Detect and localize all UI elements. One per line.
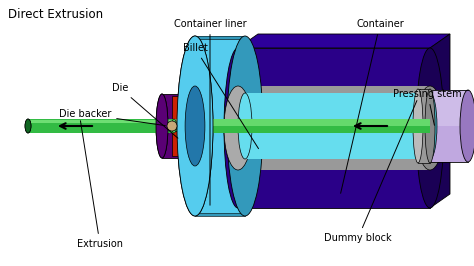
Ellipse shape xyxy=(25,119,31,133)
Polygon shape xyxy=(238,34,450,48)
Ellipse shape xyxy=(224,86,252,170)
Text: Dummy block: Dummy block xyxy=(324,101,417,243)
Text: Billet: Billet xyxy=(182,43,258,149)
Text: Die: Die xyxy=(112,83,178,138)
Ellipse shape xyxy=(416,48,444,208)
Ellipse shape xyxy=(227,36,263,216)
Text: Extrusion: Extrusion xyxy=(77,121,123,249)
Polygon shape xyxy=(238,48,430,208)
Bar xyxy=(172,119,430,133)
Ellipse shape xyxy=(416,86,444,170)
Bar xyxy=(245,93,430,159)
Ellipse shape xyxy=(417,90,433,162)
Ellipse shape xyxy=(460,90,474,162)
Text: Container: Container xyxy=(341,19,404,193)
Ellipse shape xyxy=(238,93,252,159)
Bar xyxy=(172,119,430,126)
Ellipse shape xyxy=(25,119,31,133)
Ellipse shape xyxy=(185,86,205,166)
Bar xyxy=(28,119,174,133)
Text: Container liner: Container liner xyxy=(173,19,246,205)
Bar xyxy=(425,90,468,162)
Bar xyxy=(418,89,430,163)
Ellipse shape xyxy=(156,94,168,158)
Ellipse shape xyxy=(413,89,423,163)
Text: Pressing stem: Pressing stem xyxy=(393,89,462,125)
Ellipse shape xyxy=(184,94,196,158)
Bar xyxy=(425,90,468,126)
Ellipse shape xyxy=(177,36,213,216)
Ellipse shape xyxy=(167,121,177,131)
Ellipse shape xyxy=(167,121,177,131)
Polygon shape xyxy=(430,34,450,208)
Ellipse shape xyxy=(172,119,176,133)
Ellipse shape xyxy=(177,36,213,216)
Ellipse shape xyxy=(423,93,437,159)
Text: Direct Extrusion: Direct Extrusion xyxy=(8,8,103,21)
Ellipse shape xyxy=(224,48,252,208)
Bar xyxy=(238,86,430,170)
Bar xyxy=(172,131,190,156)
Bar xyxy=(172,96,190,121)
Bar xyxy=(28,120,174,123)
Ellipse shape xyxy=(224,48,252,208)
Ellipse shape xyxy=(185,86,205,166)
Text: Die backer: Die backer xyxy=(59,109,165,126)
Bar xyxy=(195,36,245,216)
Bar xyxy=(162,94,190,158)
Ellipse shape xyxy=(425,89,435,163)
Ellipse shape xyxy=(156,94,168,158)
Bar xyxy=(195,213,245,216)
Ellipse shape xyxy=(224,86,252,170)
Bar xyxy=(195,36,245,39)
